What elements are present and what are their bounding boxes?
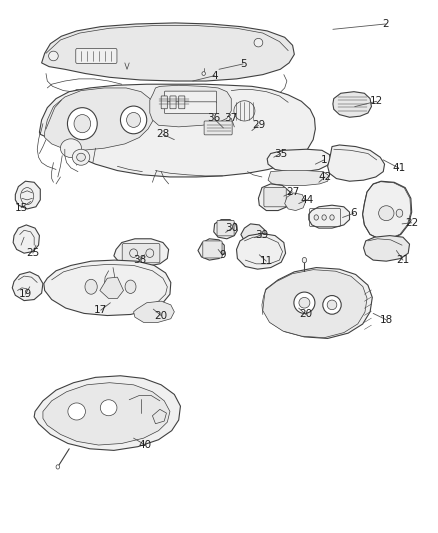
Text: 41: 41 [392,163,405,173]
Polygon shape [264,268,372,338]
Text: 29: 29 [252,120,265,130]
Polygon shape [39,84,315,177]
Polygon shape [152,409,166,424]
Ellipse shape [74,115,91,133]
Ellipse shape [330,215,334,220]
Ellipse shape [234,101,255,121]
Polygon shape [45,88,154,150]
Polygon shape [34,376,180,450]
Polygon shape [267,149,331,172]
Polygon shape [258,184,291,211]
Text: 25: 25 [26,248,39,258]
Polygon shape [263,270,367,338]
FancyBboxPatch shape [204,121,232,135]
Polygon shape [13,225,39,253]
Polygon shape [309,205,350,228]
Polygon shape [364,236,410,261]
Ellipse shape [49,51,58,61]
Text: 20: 20 [299,310,312,319]
Polygon shape [241,224,265,244]
Ellipse shape [120,106,147,134]
Ellipse shape [146,249,154,257]
Ellipse shape [322,215,326,220]
Text: 27: 27 [286,187,299,197]
Text: 9: 9 [219,250,226,260]
Ellipse shape [100,400,117,416]
Polygon shape [44,260,171,316]
Ellipse shape [85,279,97,294]
FancyBboxPatch shape [170,96,176,109]
Ellipse shape [254,38,263,47]
Polygon shape [114,239,169,266]
Text: 17: 17 [94,305,107,315]
Text: 38: 38 [133,255,146,265]
Ellipse shape [327,300,337,310]
Polygon shape [150,85,231,127]
Ellipse shape [294,292,315,313]
Polygon shape [237,233,286,269]
Text: 2: 2 [382,19,389,29]
Polygon shape [43,383,170,445]
Polygon shape [134,301,174,322]
Ellipse shape [299,297,310,308]
Polygon shape [12,272,43,301]
Polygon shape [15,181,40,209]
Ellipse shape [67,108,97,140]
FancyBboxPatch shape [264,188,286,207]
Text: 18: 18 [380,315,393,325]
FancyBboxPatch shape [203,241,222,258]
Polygon shape [198,239,224,260]
Text: 22: 22 [405,218,418,228]
Text: 37: 37 [225,114,238,123]
Ellipse shape [378,206,394,221]
Ellipse shape [68,403,85,420]
Ellipse shape [323,295,341,314]
Ellipse shape [202,72,205,76]
Text: 42: 42 [318,172,332,182]
FancyBboxPatch shape [76,49,117,63]
Text: 12: 12 [370,96,383,106]
Ellipse shape [130,249,138,257]
Text: 39: 39 [255,230,268,239]
Text: 20: 20 [155,311,168,320]
Text: 15: 15 [14,203,28,213]
Text: 40: 40 [139,440,152,450]
Text: 44: 44 [300,195,313,205]
FancyBboxPatch shape [164,102,216,114]
Polygon shape [333,92,371,117]
Polygon shape [214,220,237,239]
Ellipse shape [314,215,318,220]
Text: 6: 6 [350,208,357,218]
Text: 5: 5 [240,59,247,69]
Polygon shape [42,23,294,81]
Ellipse shape [72,149,90,165]
FancyBboxPatch shape [161,96,167,109]
Ellipse shape [60,139,81,158]
Text: 1: 1 [321,155,328,165]
Polygon shape [285,193,306,211]
Ellipse shape [77,154,85,161]
Ellipse shape [125,280,136,294]
Polygon shape [100,277,124,298]
Text: 35: 35 [274,149,287,158]
Ellipse shape [302,257,307,263]
Text: 11: 11 [260,256,273,266]
Polygon shape [363,181,412,239]
FancyBboxPatch shape [217,221,234,236]
Ellipse shape [396,209,403,217]
Text: 30: 30 [226,223,239,233]
Text: 36: 36 [207,114,220,123]
Polygon shape [268,171,329,185]
Text: 4: 4 [211,71,218,80]
Ellipse shape [127,112,141,127]
Text: 19: 19 [19,289,32,299]
Text: 28: 28 [156,130,170,139]
Polygon shape [328,145,385,181]
Text: 21: 21 [396,255,410,265]
FancyBboxPatch shape [179,96,185,109]
FancyBboxPatch shape [122,244,160,263]
FancyBboxPatch shape [164,91,216,103]
